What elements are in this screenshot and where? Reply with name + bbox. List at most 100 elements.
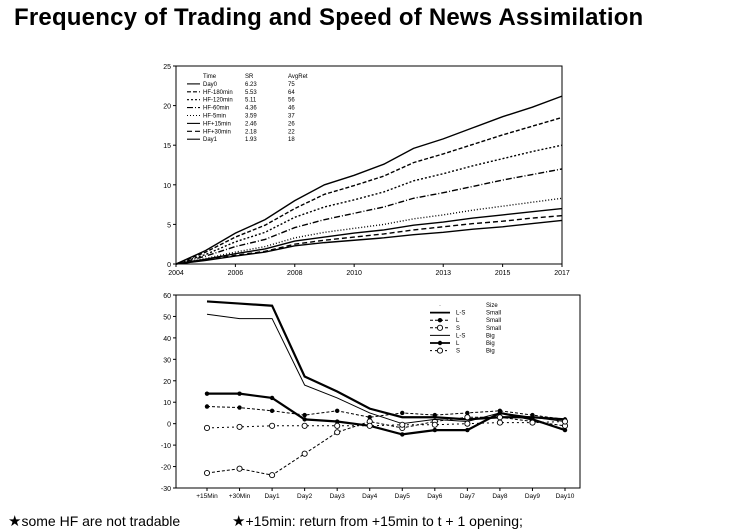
- legend-header-sr: SR: [245, 74, 254, 80]
- series-l-big-point: [334, 419, 340, 424]
- y-tick-label: 25: [163, 64, 171, 71]
- series-line-day0: [175, 95, 563, 265]
- series-s-small-point: [334, 429, 341, 436]
- y-tick-label: 5: [167, 222, 171, 229]
- legend-series-name: HF-120min: [203, 98, 233, 104]
- series-line-hf-120min: [175, 144, 563, 265]
- legend-series-name: L: [456, 341, 460, 347]
- legend-series-size: Small: [486, 318, 501, 324]
- series-l-small-point: [465, 410, 470, 416]
- x-tick-label: Day9: [525, 493, 541, 500]
- legend-series-name: HF+30min: [203, 129, 231, 135]
- x-tick-label: Day8: [492, 493, 508, 500]
- footnote-15min-text: +15min: return from +15min to t + 1 open…: [245, 513, 523, 529]
- legend-series-sr: 5.11: [245, 98, 257, 104]
- series-line-hf-30min: [175, 214, 563, 265]
- legend-series-name: L-S: [456, 311, 465, 317]
- legend-series-avgret: 37: [288, 114, 295, 120]
- series-s-small-point: [301, 450, 308, 457]
- x-tick-label: Day6: [427, 493, 443, 500]
- star-icon: ★: [232, 513, 246, 530]
- x-tick-label: 2004: [168, 270, 184, 277]
- series-s-big-point: [529, 419, 536, 426]
- x-tick-label: 2010: [346, 270, 362, 277]
- series-line-day1: [175, 219, 563, 265]
- legend-series-avgret: 64: [288, 90, 295, 96]
- series-s-big-point: [399, 421, 406, 428]
- y-tick-label: 30: [163, 357, 171, 364]
- series-line-hf-15min: [175, 207, 563, 265]
- x-tick-label: +15Min: [196, 493, 218, 500]
- x-tick-label: Day2: [297, 493, 313, 500]
- legend-series-name: HF-60min: [203, 106, 229, 112]
- y-tick-label: -30: [161, 486, 171, 493]
- legend-series-sr: 1.93: [245, 137, 257, 143]
- legend-header-time: Time: [203, 74, 217, 80]
- y-tick-label: 50: [163, 314, 171, 321]
- legend-series-avgret: 18: [288, 137, 295, 143]
- x-tick-label: Day7: [460, 493, 476, 500]
- legend-series-sr: 4.36: [245, 106, 257, 112]
- legend-series-avgret: 26: [288, 121, 295, 127]
- legend-series-name: S: [456, 326, 460, 332]
- legend-series-name: S: [456, 349, 460, 355]
- series-l-small-point: [400, 410, 405, 416]
- legend-series-size: Big: [486, 333, 495, 339]
- y-tick-label: -10: [161, 443, 171, 450]
- legend-series-avgret: 56: [288, 98, 295, 104]
- series-line-hf-5min: [175, 197, 563, 265]
- series-s-big-point: [496, 419, 503, 426]
- legend-series-avgret: 75: [288, 82, 295, 88]
- x-tick-label: Day1: [264, 493, 280, 500]
- legend-series-name: HF-180min: [203, 90, 233, 96]
- series-s-big-point: [301, 422, 308, 429]
- series-s-big-point: [236, 423, 243, 430]
- legend-series-name: L: [456, 318, 460, 324]
- series-s-big-line: [206, 421, 566, 429]
- x-tick-label: 2013: [435, 270, 451, 277]
- y-tick-label: 0: [167, 422, 171, 429]
- footnote-tradable: ★some HF are not tradable: [8, 512, 180, 530]
- legend-series-size: Small: [486, 326, 501, 332]
- legend-series-name: L-S: [456, 333, 465, 339]
- legend-series-name: Day0: [203, 82, 218, 88]
- series-l-big-point: [204, 391, 210, 396]
- y-tick-label: 10: [163, 183, 171, 190]
- series-l-big-point: [562, 427, 568, 433]
- series-s-big-point: [464, 420, 471, 427]
- legend-series-name: HF-5min: [203, 114, 226, 120]
- legend-series-avgret: 22: [288, 129, 295, 135]
- series-s-big-point: [366, 422, 373, 429]
- x-tick-label: Day3: [330, 493, 346, 500]
- series-s-big-point: [269, 422, 276, 429]
- series-l-big-point: [269, 395, 275, 401]
- series-l-small-point: [204, 404, 210, 409]
- series-s-small-line: [206, 416, 566, 476]
- x-tick-label: +30Min: [229, 493, 251, 500]
- series-line-hf-180min: [175, 116, 563, 265]
- series-l-small-point: [367, 415, 372, 420]
- y-tick-label: 0: [167, 262, 171, 269]
- legend-marker: [437, 340, 443, 346]
- footnote-tradable-text: some HF are not tradable: [21, 513, 181, 529]
- legend-header-blank: ·: [439, 303, 441, 309]
- x-tick-label: 2017: [554, 270, 570, 277]
- series-l-big-point: [237, 391, 242, 396]
- legend-series-sr: 3.59: [245, 114, 257, 120]
- series-s-big-point: [334, 422, 341, 429]
- legend-series-sr: 6.23: [245, 82, 257, 88]
- x-tick-label: 2006: [228, 270, 244, 277]
- y-tick-label: 10: [163, 400, 171, 407]
- legend-series-sr: 2.18: [245, 129, 257, 135]
- legend-header-avgret: AvgRet: [288, 74, 308, 80]
- legend-series-sr: 5.53: [245, 90, 257, 96]
- x-tick-label: Day5: [395, 493, 411, 500]
- legend-marker: [436, 347, 444, 354]
- y-tick-label: 15: [163, 143, 171, 150]
- plot-frame: [175, 294, 581, 489]
- star-icon: ★: [8, 513, 22, 530]
- y-tick-label: 60: [163, 293, 171, 300]
- legend-series-size: Big: [486, 349, 495, 355]
